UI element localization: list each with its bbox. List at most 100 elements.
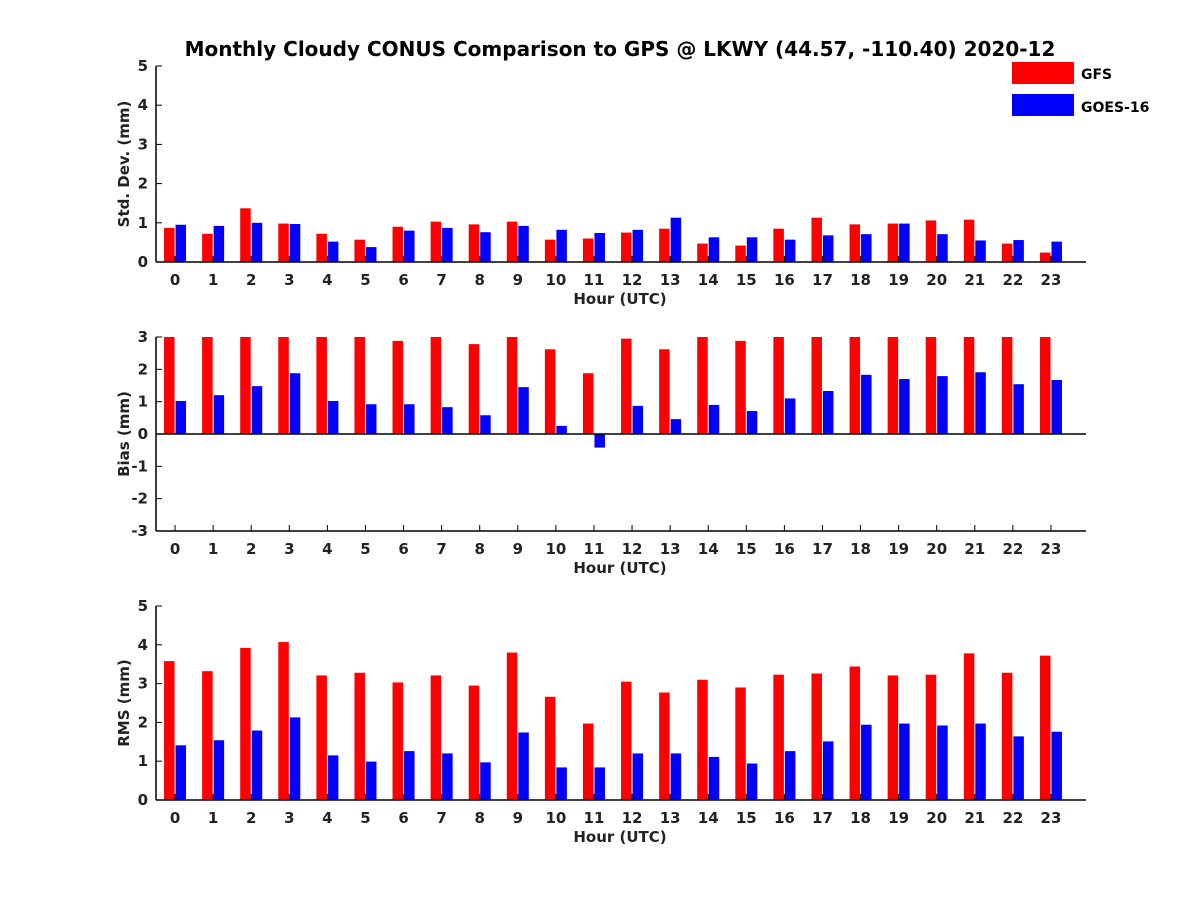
bar-stddev-goes16-14 [708, 237, 720, 262]
x-tick-label: 21 [964, 271, 985, 289]
bar-stddev-goes16-9 [518, 225, 529, 262]
bar-rms-goes16-3 [289, 717, 301, 800]
y-tick-label: 5 [138, 597, 148, 615]
x-tick-label: 6 [398, 540, 408, 558]
bar-rms-gfs-2 [240, 647, 251, 800]
y-tick-label: 4 [138, 636, 148, 654]
x-tick-label: 9 [513, 809, 523, 827]
bar-stddev-goes16-21 [975, 240, 986, 262]
bar-bias-goes16-8 [480, 415, 491, 434]
bar-rms-goes16-19 [899, 723, 910, 800]
bar-bias-goes16-9 [518, 387, 529, 434]
bar-rms-gfs-8 [468, 685, 480, 800]
x-tick-label: 17 [812, 540, 833, 558]
bar-bias-goes16-11 [594, 434, 605, 448]
bar-stddev-gfs-13 [659, 228, 670, 262]
x-tick-label: 20 [926, 271, 947, 289]
bar-stddev-goes16-8 [480, 232, 491, 262]
bar-bias-goes16-14 [708, 404, 720, 434]
bar-rms-goes16-12 [632, 753, 644, 800]
legend-label-gfs: GFS [1081, 67, 1112, 83]
bar-stddev-goes16-22 [1013, 240, 1024, 262]
bar-rms-gfs-18 [849, 666, 861, 800]
bar-stddev-gfs-2 [240, 208, 251, 262]
x-tick-label: 5 [360, 540, 370, 558]
y-tick-label: -2 [131, 490, 148, 508]
bar-rms-gfs-15 [735, 687, 746, 800]
bar-stddev-goes16-13 [670, 217, 682, 262]
x-tick-label: 20 [926, 809, 947, 827]
x-tick-label: 10 [545, 809, 566, 827]
bar-rms-gfs-13 [659, 692, 670, 800]
bar-bias-goes16-5 [365, 404, 377, 434]
y-tick-label: 3 [138, 328, 148, 346]
bar-stddev-gfs-19 [887, 223, 899, 262]
x-tick-label: 8 [474, 809, 484, 827]
bar-rms-goes16-14 [708, 756, 720, 800]
bar-bias-goes16-7 [442, 407, 453, 434]
bar-bias-gfs-3 [278, 337, 289, 434]
x-tick-label: 15 [736, 540, 757, 558]
bar-rms-goes16-15 [746, 763, 758, 800]
bar-stddev-gfs-6 [392, 226, 404, 262]
y-tick-label: 0 [138, 425, 148, 443]
bar-bias-gfs-10 [544, 349, 556, 434]
bar-rms-gfs-17 [811, 673, 822, 800]
bar-bias-gfs-0 [164, 337, 175, 434]
y-tick-label: 4 [138, 96, 148, 114]
x-tick-label: 18 [850, 809, 871, 827]
x-tick-label: 5 [360, 271, 370, 289]
bar-bias-gfs-20 [925, 337, 937, 434]
bar-stddev-goes16-11 [594, 232, 605, 262]
bar-rms-gfs-23 [1039, 655, 1051, 800]
figure-title: Monthly Cloudy CONUS Comparison to GPS @… [185, 37, 1056, 61]
bar-bias-gfs-23 [1039, 337, 1051, 434]
bar-stddev-goes16-16 [784, 239, 796, 262]
x-tick-label: 8 [474, 540, 484, 558]
bar-stddev-gfs-7 [430, 221, 442, 262]
bar-rms-gfs-16 [773, 674, 784, 800]
bar-rms-goes16-10 [556, 767, 567, 800]
bar-rms-goes16-17 [822, 741, 834, 800]
x-tick-label: 18 [850, 540, 871, 558]
y-tick-label: 1 [138, 752, 148, 770]
bar-bias-goes16-15 [746, 411, 758, 434]
bar-bias-goes16-20 [937, 376, 948, 434]
bar-bias-goes16-13 [670, 419, 682, 434]
bar-bias-gfs-2 [240, 337, 251, 434]
bar-rms-goes16-7 [442, 753, 453, 800]
x-tick-label: 7 [436, 540, 446, 558]
bar-stddev-goes16-3 [289, 223, 301, 262]
bar-rms-goes16-21 [975, 723, 986, 800]
x-tick-label: 15 [736, 809, 757, 827]
x-tick-label: 13 [660, 540, 681, 558]
bar-rms-gfs-22 [1001, 672, 1013, 800]
y-tick-label: 5 [138, 57, 148, 75]
x-tick-label: 3 [284, 809, 294, 827]
bar-bias-gfs-7 [430, 337, 442, 434]
bar-stddev-goes16-1 [213, 225, 225, 262]
bar-stddev-gfs-9 [506, 221, 518, 262]
bar-bias-goes16-19 [899, 379, 910, 434]
x-axis-label-bias: Hour (UTC) [573, 559, 666, 577]
x-tick-label: 21 [964, 809, 985, 827]
bar-stddev-gfs-20 [925, 220, 937, 262]
bar-bias-gfs-8 [468, 344, 480, 434]
bar-stddev-gfs-17 [811, 217, 822, 262]
y-tick-label: 2 [138, 713, 148, 731]
x-tick-label: 23 [1041, 540, 1062, 558]
x-tick-label: 22 [1002, 271, 1023, 289]
x-tick-label: 7 [436, 271, 446, 289]
y-tick-label: 1 [138, 214, 148, 232]
bar-stddev-gfs-12 [621, 232, 632, 262]
y-axis-label-bias: Bias (mm) [115, 391, 133, 477]
y-tick-label: 1 [138, 393, 148, 411]
x-tick-label: 0 [170, 271, 180, 289]
y-tick-label: -1 [131, 457, 148, 475]
x-tick-label: 7 [436, 809, 446, 827]
x-tick-label: 9 [513, 540, 523, 558]
bar-stddev-goes16-0 [175, 224, 187, 262]
